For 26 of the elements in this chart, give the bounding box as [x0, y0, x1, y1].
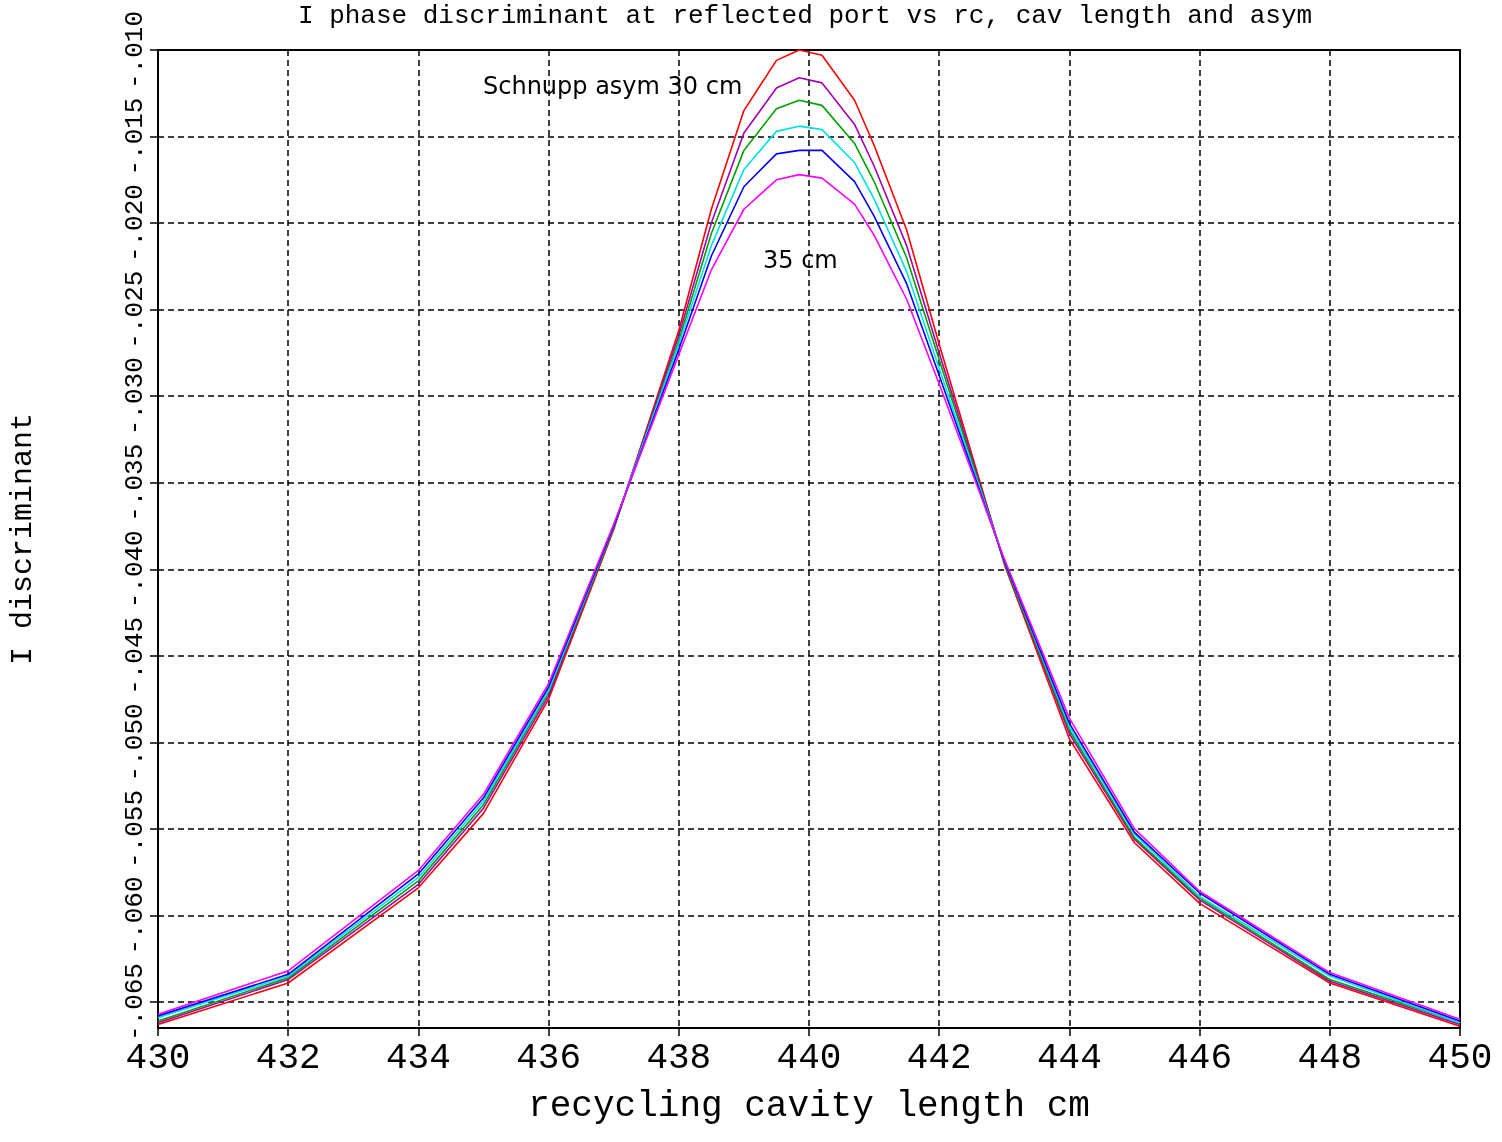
x-tick-label: 444: [1036, 1037, 1102, 1079]
y-tick-label: -.035: [120, 443, 150, 522]
x-tick-label: 438: [646, 1037, 712, 1079]
x-tick-label: 446: [1167, 1037, 1233, 1079]
y-tick-label: -.045: [120, 616, 150, 695]
y-tick-label: -.015: [120, 97, 150, 176]
y-tick-label: -.010: [120, 10, 150, 90]
chart-title: I phase discriminant at reflected port vs rc, cav length and asym: [297, 1, 1313, 31]
x-tick-label: 440: [776, 1037, 842, 1079]
x-tick-label: 434: [385, 1037, 451, 1079]
x-tick-label: 450: [1427, 1037, 1493, 1079]
y-tick-label: -.050: [120, 703, 150, 782]
y-axis-title: I discriminant: [6, 412, 40, 666]
y-tick-label: -.020: [120, 184, 150, 263]
x-tick-label: 432: [255, 1037, 321, 1079]
y-tick-label: -.055: [120, 789, 150, 868]
y-tick-label: -.040: [120, 530, 150, 609]
x-tick-label: 436: [516, 1037, 582, 1079]
y-tick-label: -.030: [120, 357, 150, 436]
x-tick-label: 448: [1297, 1037, 1363, 1079]
annotation: 35 cm: [763, 246, 838, 274]
annotation: Schnupp asym 30 cm: [483, 72, 743, 100]
y-tick-label: -.025: [120, 270, 150, 349]
x-axis-title: recycling cavity length cm: [528, 1085, 1090, 1127]
x-tick-label: 442: [906, 1037, 972, 1079]
y-tick-label: -.060: [120, 876, 150, 955]
